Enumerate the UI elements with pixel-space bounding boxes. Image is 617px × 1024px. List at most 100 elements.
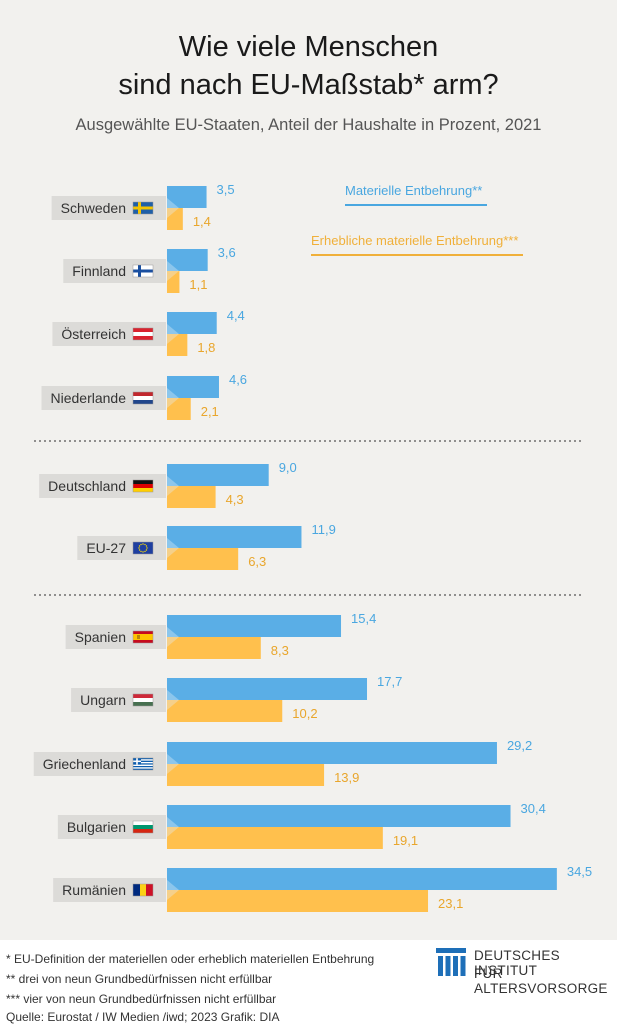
bar-erhebliche-entbehrung: [167, 700, 283, 722]
category-label: Spanien: [75, 629, 126, 645]
bar-materielle-entbehrung: [167, 464, 269, 486]
flag-austria-icon: [132, 327, 154, 341]
value-label-blue: 3,6: [218, 245, 236, 260]
value-label-blue: 15,4: [351, 611, 376, 626]
value-label-orange: 2,1: [201, 404, 219, 419]
footer: * EU-Definition der materiellen oder erh…: [0, 940, 617, 1024]
bar-materielle-entbehrung: [167, 868, 557, 890]
dia-logo-icon: [436, 948, 466, 976]
bar-bevel-blue: [167, 324, 179, 334]
bar-erhebliche-entbehrung: [167, 398, 191, 420]
bar-bevel-blue: [167, 754, 179, 764]
value-label-blue: 30,4: [521, 801, 546, 816]
flag-sweden-icon: [132, 201, 154, 215]
bar-bevel-blue: [167, 627, 179, 637]
bar-bevel-blue: [167, 388, 179, 398]
category-label: Finnland: [72, 263, 126, 279]
bar-erhebliche-entbehrung: [167, 548, 239, 570]
flag-netherlands-icon: [132, 391, 154, 405]
bar-bevel-orange: [167, 486, 179, 496]
value-label-orange: 10,2: [292, 706, 317, 721]
bar-bevel-blue: [167, 261, 179, 271]
value-label-blue: 17,7: [377, 674, 402, 689]
bar-materielle-entbehrung: [167, 742, 497, 764]
bar-bevel-blue: [167, 538, 179, 548]
value-label-orange: 1,1: [189, 277, 207, 292]
bar-bevel-blue: [167, 880, 179, 890]
value-label-orange: 8,3: [271, 643, 289, 658]
bar-materielle-entbehrung: [167, 615, 342, 637]
bar-bevel-orange: [167, 827, 179, 837]
title-line-2: sind nach EU-Maßstab* arm?: [118, 69, 499, 101]
value-label-blue: 34,5: [567, 864, 592, 879]
bar-materielle-entbehrung: [167, 312, 217, 334]
legend-orange: Erhebliche materielle Entbehrung***: [311, 233, 523, 256]
footnote-1: * EU-Definition der materiellen oder erh…: [6, 952, 375, 966]
category-label: Schweden: [61, 200, 126, 216]
category-label: EU-27: [86, 540, 126, 556]
value-label-blue: 29,2: [507, 738, 532, 753]
category-label: Niederlande: [51, 390, 127, 406]
bar-bevel-orange: [167, 764, 179, 774]
category-label: Rumänien: [62, 882, 126, 898]
bar-chart: Schweden Finnland Österreich Niederlande Deu…: [33, 182, 592, 912]
bar-bevel-orange: [167, 208, 179, 218]
footnote-2: ** drei von neun Grundbedürfnissen nicht…: [6, 972, 273, 986]
value-label-blue: 3,5: [217, 182, 235, 197]
value-label-orange: 13,9: [334, 770, 359, 785]
bar-bevel-blue: [167, 198, 179, 208]
source-note: Quelle: Eurostat / IW Medien /iwd; 2023 …: [6, 1010, 280, 1024]
bar-materielle-entbehrung: [167, 526, 302, 548]
bar-materielle-entbehrung: [167, 249, 208, 271]
bar-bevel-orange: [167, 700, 179, 710]
value-label-blue: 4,6: [229, 372, 247, 387]
bar-bevel-orange: [167, 548, 179, 558]
bar-bevel-orange: [167, 890, 179, 900]
category-label: Ungarn: [80, 692, 126, 708]
value-label-orange: 1,8: [197, 340, 215, 355]
chart-subtitle: Ausgewählte EU-Staaten, Anteil der Haush…: [75, 116, 542, 134]
footnote-3: *** vier von neun Grundbedürfnissen nich…: [6, 992, 277, 1006]
bar-materielle-entbehrung: [167, 678, 368, 700]
category-label: Österreich: [61, 325, 126, 342]
value-label-orange: 6,3: [248, 554, 266, 569]
bar-bevel-orange: [167, 398, 179, 408]
bar-bevel-blue: [167, 476, 179, 486]
chart-title: Wie viele Menschen sind nach EU-Maßstab*…: [0, 28, 617, 104]
value-label-blue: 9,0: [279, 460, 297, 475]
bar-erhebliche-entbehrung: [167, 764, 325, 786]
flag-hungary-icon: [132, 693, 154, 707]
flag-romania-icon: [132, 883, 154, 897]
bar-bevel-orange: [167, 637, 179, 647]
bar-erhebliche-entbehrung: [167, 637, 261, 659]
category-label: Griechenland: [43, 756, 126, 772]
value-label-orange: 4,3: [226, 492, 244, 507]
flag-spain-icon: [132, 630, 154, 644]
bar-materielle-entbehrung: [167, 376, 219, 398]
value-label-blue: 4,4: [227, 308, 245, 323]
bar-erhebliche-entbehrung: [167, 827, 383, 849]
category-label: Deutschland: [48, 478, 126, 494]
bar-erhebliche-entbehrung: [167, 486, 216, 508]
value-label-orange: 23,1: [438, 896, 463, 911]
flag-greece-icon: [132, 757, 154, 771]
bar-bevel-blue: [167, 690, 179, 700]
logo-text-line-2: FÜR ALTERSVORSORGE: [474, 966, 608, 996]
title-line-1: Wie viele Menschen: [178, 31, 439, 63]
value-label-orange: 19,1: [393, 833, 418, 848]
category-label: Bulgarien: [67, 819, 126, 835]
flag-finland-icon: [132, 264, 154, 278]
legend-blue: Materielle Entbehrung**: [345, 183, 487, 206]
bar-bevel-blue: [167, 817, 179, 827]
flag-eu-icon: [132, 541, 154, 555]
bar-bevel-orange: [167, 334, 179, 344]
bar-materielle-entbehrung: [167, 805, 511, 827]
flag-bulgaria-icon: [132, 820, 154, 834]
logo-text-line-1: DEUTSCHES INSTITUT: [474, 948, 560, 978]
bar-bevel-orange: [167, 271, 179, 281]
value-label-orange: 1,4: [193, 214, 211, 229]
bar-erhebliche-entbehrung: [167, 890, 429, 912]
value-label-blue: 11,9: [311, 522, 335, 537]
flag-germany-icon: [132, 479, 154, 493]
bar-materielle-entbehrung: [167, 186, 207, 208]
